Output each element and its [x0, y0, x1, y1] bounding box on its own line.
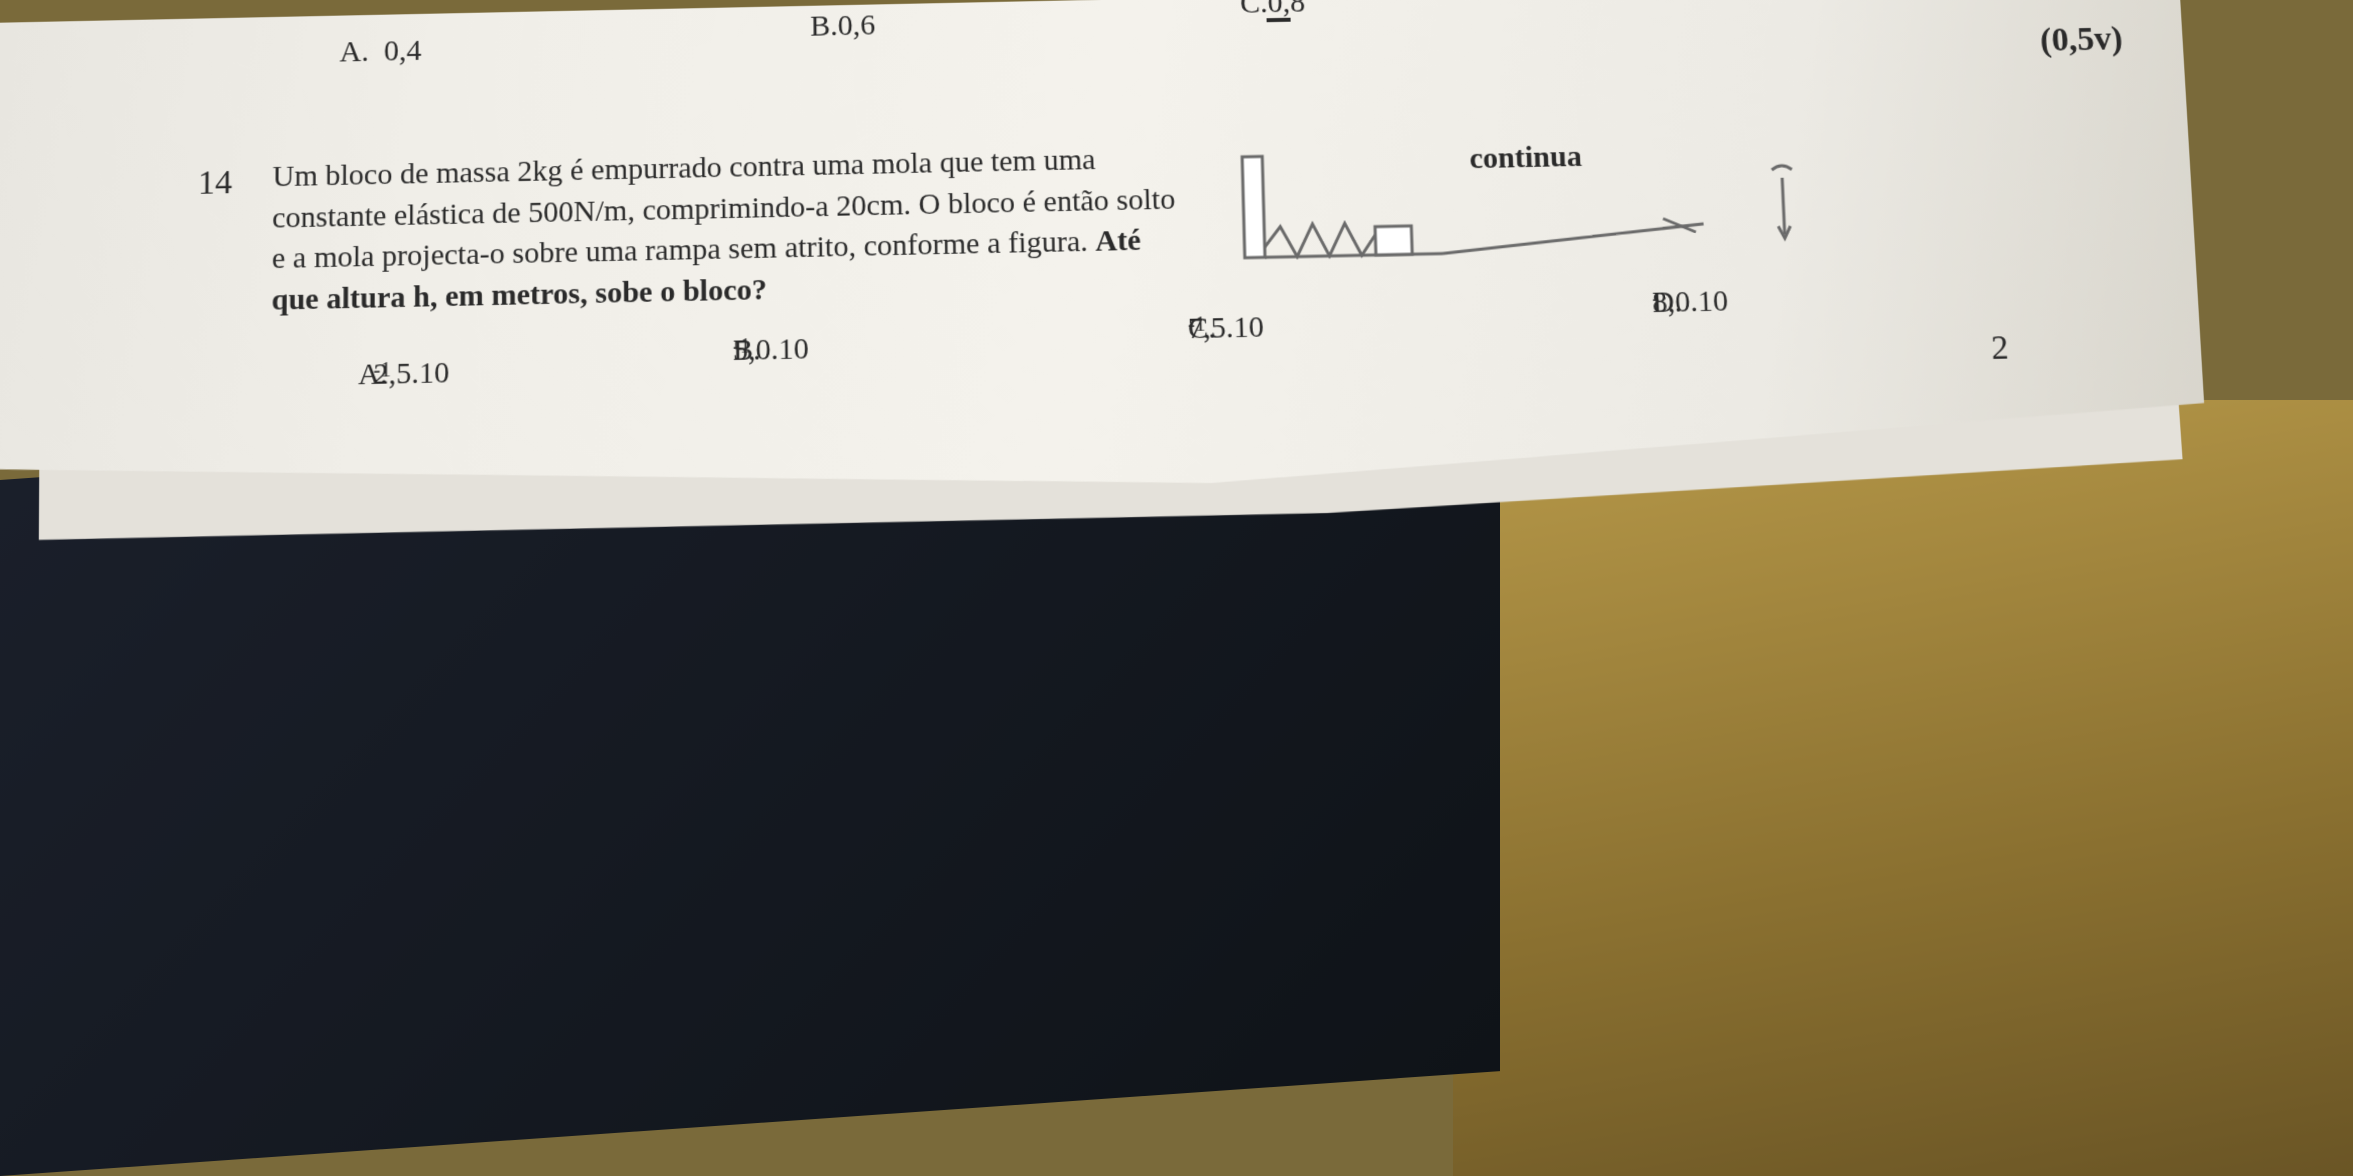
prev-option-b-value: 0,6 — [838, 8, 876, 43]
diagram-wall — [1242, 156, 1265, 257]
question-points: (0,5v) — [2039, 20, 2123, 60]
previous-question-options: A. 0,4 B. 0,6 C. 0,8 — [199, 0, 2063, 88]
diagram-ramp — [1442, 224, 1705, 254]
question-figure: continua — [1238, 125, 1808, 298]
answer-c-mantissa: 7,5.10 — [1188, 310, 1265, 346]
answer-a-mantissa: 2,5.10 — [373, 356, 449, 392]
answer-a: A. 2,5.10-1 — [358, 357, 391, 396]
answer-b-mantissa: 5,0.10 — [733, 332, 809, 368]
question-text: Um bloco de massa 2kg é empurrado contra… — [271, 138, 1181, 321]
desk-wood-surface — [1453, 400, 2353, 1176]
prev-option-c-underline — [1267, 18, 1291, 22]
figure-continua-label: continua — [1469, 140, 1582, 177]
prev-option-b: B. 0,6 — [810, 9, 838, 43]
question-text-plain: Um bloco de massa 2kg é empurrado contra… — [272, 143, 1176, 275]
answer-c: C. 7,5.10-1 — [1188, 311, 1207, 350]
question-row: 14 Um bloco de massa 2kg é empurrado con… — [197, 119, 2076, 322]
diagram-height-arrow-shaft — [1782, 178, 1785, 234]
paper-content: A. 0,4 B. 0,6 C. 0,8 (0,5v) 14 Um bloco … — [0, 0, 2205, 470]
diagram-ground-flat — [1265, 254, 1443, 258]
prev-option-c: C. 0,8 — [1240, 0, 1268, 21]
diagram-spring — [1264, 223, 1376, 258]
answer-b: B. 5,0.10-1 — [733, 333, 751, 372]
answer-d: D. 8,0.10- — [1652, 286, 1661, 325]
prev-option-a-value: 0,4 — [384, 34, 422, 69]
page-number: 2 — [1990, 329, 2009, 368]
diagram-arc-top — [1772, 165, 1792, 169]
answer-d-mantissa: 8,0.10 — [1652, 284, 1729, 320]
prev-option-a: A. 0,4 — [339, 35, 383, 70]
diagram-block — [1375, 226, 1412, 255]
question-number: 14 — [198, 164, 233, 203]
